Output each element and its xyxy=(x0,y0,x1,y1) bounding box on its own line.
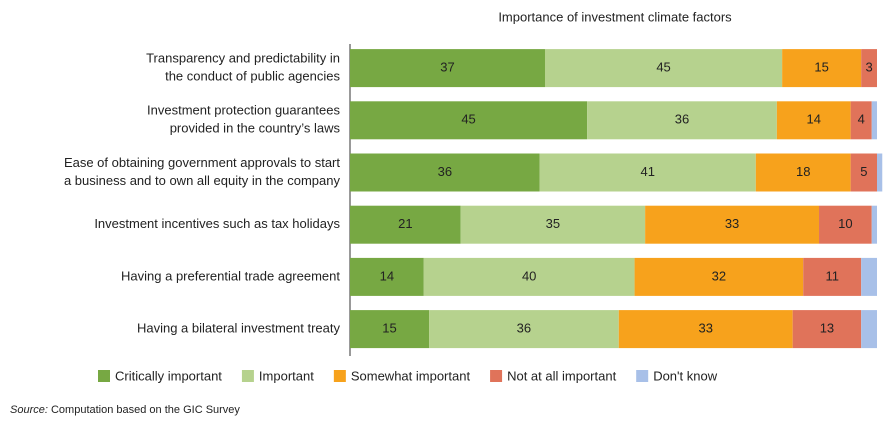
legend-swatch xyxy=(333,370,346,382)
bar-segment xyxy=(776,101,851,140)
value-label: 5 xyxy=(860,164,867,179)
bar-segment xyxy=(645,205,820,244)
value-label: 15 xyxy=(382,321,396,336)
category-label: Transparency and predictability in xyxy=(146,51,340,66)
bar-segment xyxy=(861,49,877,88)
value-label: 11 xyxy=(825,268,839,283)
value-label: 33 xyxy=(725,216,739,231)
legend-label: Critically important xyxy=(115,368,222,383)
category-label: provided in the country’s laws xyxy=(170,121,341,136)
bar-segment xyxy=(544,49,783,88)
bar-segment xyxy=(877,153,883,192)
legend-label: Important xyxy=(259,368,314,383)
category-label: Ease of obtaining government approvals t… xyxy=(64,155,340,170)
bar-segment xyxy=(350,257,424,296)
category-label: the conduct of public agencies xyxy=(165,69,340,84)
bar-segment xyxy=(871,101,877,140)
bar-segment xyxy=(460,205,646,244)
bar-segment xyxy=(819,205,872,244)
bar-segment xyxy=(350,101,588,140)
bar-segment xyxy=(350,49,545,88)
value-label: 35 xyxy=(546,216,560,231)
legend-swatch xyxy=(490,370,503,382)
value-label: 36 xyxy=(438,164,452,179)
bar-segment xyxy=(782,49,862,88)
value-label: 15 xyxy=(814,60,828,75)
source-text: Computation based on the GIC Survey xyxy=(51,404,240,416)
category-label: Investment protection guarantees xyxy=(147,103,340,118)
bar-segment xyxy=(618,310,793,349)
value-label: 45 xyxy=(461,112,475,127)
value-label: 40 xyxy=(522,268,536,283)
value-label: 33 xyxy=(698,321,712,336)
value-label: 14 xyxy=(380,268,394,283)
value-label: 41 xyxy=(641,164,655,179)
legend-swatch xyxy=(636,370,649,382)
chart-title: Importance of investment climate factors xyxy=(498,9,732,24)
category-label: Investment incentives such as tax holida… xyxy=(94,216,340,231)
legend-swatch xyxy=(98,370,110,382)
bar-segment xyxy=(429,310,619,349)
category-label: Having a bilateral investment treaty xyxy=(137,321,341,336)
bar-segment xyxy=(634,257,804,296)
bar-segment xyxy=(850,153,877,192)
bar-segment xyxy=(587,101,777,140)
bar-segment xyxy=(350,205,461,244)
bar-segment xyxy=(803,257,862,296)
value-label: 37 xyxy=(440,60,454,75)
legend-label: Somewhat important xyxy=(351,368,471,383)
legend-swatch xyxy=(241,370,254,382)
source: Source: Computation based on the GIC Sur… xyxy=(10,404,240,416)
value-label: 13 xyxy=(820,321,834,336)
value-label: 18 xyxy=(796,164,810,179)
legend-label: Don't know xyxy=(653,368,718,383)
bar-segment xyxy=(423,257,635,296)
value-label: 10 xyxy=(838,216,852,231)
value-label: 45 xyxy=(656,60,670,75)
category-label: Having a preferential trade agreement xyxy=(121,268,340,283)
value-label: 21 xyxy=(398,216,412,231)
value-label: 32 xyxy=(712,268,726,283)
bar-segment xyxy=(350,310,430,349)
bar-segment xyxy=(861,257,877,296)
bar-segment xyxy=(792,310,862,349)
source-label: Source: xyxy=(10,404,48,416)
bar-segment xyxy=(755,153,851,192)
value-label: 36 xyxy=(517,321,531,336)
value-label: 4 xyxy=(858,112,865,127)
value-label: 14 xyxy=(807,112,821,127)
value-label: 36 xyxy=(675,112,689,127)
bar-segment xyxy=(350,153,540,192)
value-label: 3 xyxy=(865,60,872,75)
bar-segment xyxy=(871,205,877,244)
bar-segment xyxy=(861,310,877,349)
bar-segment xyxy=(539,153,756,192)
bar-segment xyxy=(850,101,872,140)
category-label: a business and to own all equity in the … xyxy=(64,173,341,188)
legend-label: Not at all important xyxy=(507,368,616,383)
